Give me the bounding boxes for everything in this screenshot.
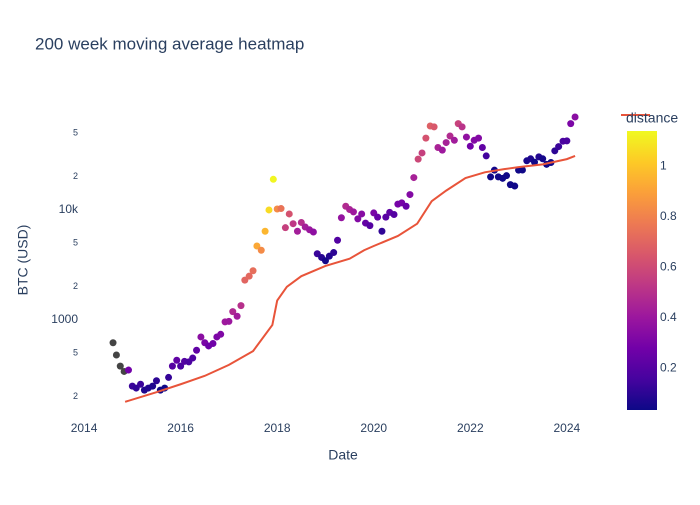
data-point	[462, 133, 470, 141]
colorbar-tick-label: 0.2	[660, 360, 677, 374]
data-point	[487, 173, 495, 181]
data-point	[173, 356, 181, 364]
x-tick-label: 2020	[360, 421, 387, 435]
data-point	[410, 174, 418, 182]
y-tick-label: 2	[73, 391, 78, 401]
data-point	[366, 222, 374, 230]
data-point	[112, 351, 120, 359]
data-point	[197, 333, 205, 341]
colorbar-tick-label: 0.8	[660, 209, 677, 223]
data-point	[503, 172, 511, 180]
data-point	[253, 242, 261, 250]
data-point	[309, 228, 317, 236]
data-point	[245, 272, 253, 280]
data-point	[418, 149, 426, 157]
data-point	[217, 330, 225, 338]
data-point	[567, 120, 575, 128]
data-point	[482, 152, 490, 160]
data-point	[390, 210, 398, 218]
data-point	[330, 249, 338, 257]
data-point	[450, 136, 458, 144]
y-tick-label: 5	[73, 127, 78, 137]
y-tick-label: 2	[73, 171, 78, 181]
data-point	[406, 191, 414, 199]
y-tick-label: 2	[73, 281, 78, 291]
y-tick-label: 5	[73, 237, 78, 247]
x-tick-label: 2022	[457, 421, 484, 435]
data-point	[249, 267, 257, 275]
data-point	[193, 346, 201, 354]
data-point	[458, 123, 466, 131]
data-point	[209, 340, 217, 348]
data-point	[539, 155, 547, 163]
colorbar-tick-label: 1	[660, 158, 667, 172]
colorbar-tick-label: 0.6	[660, 259, 677, 273]
data-point	[378, 227, 386, 235]
data-point	[511, 182, 519, 190]
y-axis-title: BTC (USD)	[15, 225, 31, 296]
data-point	[337, 214, 345, 222]
moving-average-line	[124, 154, 576, 403]
data-point	[466, 142, 474, 150]
x-axis-title: Date	[328, 447, 358, 463]
data-point	[124, 366, 132, 374]
data-point	[518, 166, 526, 174]
data-point	[354, 215, 362, 223]
data-point	[281, 224, 289, 232]
data-point	[293, 227, 301, 235]
data-point	[285, 210, 293, 218]
data-point	[261, 227, 269, 235]
data-point	[446, 132, 454, 140]
data-point	[137, 380, 145, 388]
colorbar	[627, 131, 657, 410]
data-point	[237, 302, 245, 310]
data-point	[269, 175, 277, 183]
colorbar-title: distance	[626, 110, 678, 126]
data-point	[265, 206, 273, 214]
data-point	[229, 308, 237, 316]
data-point	[475, 134, 483, 142]
data-point	[349, 208, 357, 216]
data-point	[277, 205, 285, 213]
data-point	[109, 339, 117, 347]
data-point	[402, 202, 410, 210]
data-point	[358, 210, 366, 218]
data-point	[257, 246, 265, 254]
data-point	[233, 312, 241, 320]
data-point	[149, 382, 157, 390]
data-point	[531, 158, 539, 166]
chart-title: 200 week moving average heatmap	[35, 34, 304, 53]
data-point	[563, 137, 571, 145]
data-point	[478, 143, 486, 151]
data-point	[297, 218, 305, 226]
data-point	[571, 113, 579, 121]
data-point	[382, 213, 390, 221]
data-point	[414, 155, 422, 163]
colorbar-tick-label: 0.4	[660, 310, 677, 324]
data-point	[116, 362, 124, 370]
data-point	[177, 362, 185, 370]
data-point	[334, 236, 342, 244]
data-point	[555, 143, 563, 151]
data-point	[374, 213, 382, 221]
data-point	[189, 354, 197, 362]
x-tick-label: 2018	[264, 421, 291, 435]
y-tick-label: 10k	[59, 202, 79, 216]
data-point	[165, 373, 173, 381]
x-tick-label: 2016	[167, 421, 194, 435]
data-point	[438, 146, 446, 154]
data-point	[422, 134, 430, 142]
data-point	[430, 123, 438, 131]
x-tick-label: 2024	[554, 421, 581, 435]
x-tick-label: 2014	[71, 421, 98, 435]
y-tick-label: 1000	[51, 312, 78, 326]
data-point	[442, 139, 450, 147]
data-point	[225, 317, 233, 325]
y-tick-label: 5	[73, 347, 78, 357]
data-point	[168, 362, 176, 370]
data-point	[321, 257, 329, 265]
data-point	[152, 377, 160, 385]
data-point	[289, 220, 297, 228]
